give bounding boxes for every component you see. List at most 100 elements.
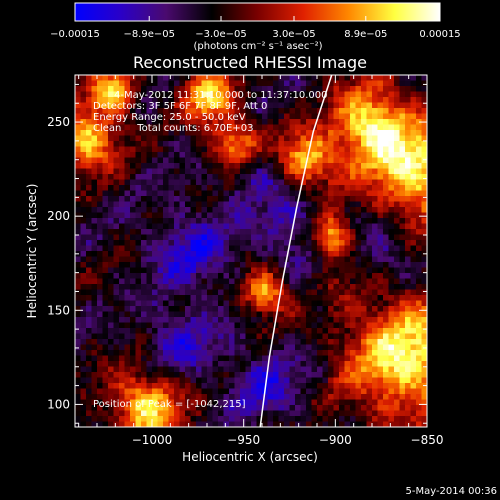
heatmap-cell xyxy=(196,278,202,285)
heatmap-cell xyxy=(108,190,114,197)
heatmap-cell xyxy=(289,394,296,400)
heatmap-cell xyxy=(278,311,285,318)
heatmap-cell xyxy=(251,328,257,334)
heatmap-cell xyxy=(141,130,147,136)
heatmap-cell xyxy=(311,273,318,279)
heatmap-cell xyxy=(102,75,109,81)
heatmap-cell xyxy=(240,251,246,257)
heatmap-cell xyxy=(207,146,213,153)
heatmap-cell xyxy=(146,278,153,285)
heatmap-cell xyxy=(344,262,351,268)
heatmap-cell xyxy=(273,328,279,334)
heatmap-cell xyxy=(80,295,87,301)
heatmap-cell xyxy=(339,119,345,125)
heatmap-cell xyxy=(388,146,395,153)
heatmap-cell xyxy=(207,174,213,180)
heatmap-cell xyxy=(256,394,263,400)
heatmap-cell xyxy=(130,146,136,153)
heatmap-cell xyxy=(300,300,307,307)
heatmap-cell xyxy=(157,146,164,153)
heatmap-cell xyxy=(97,119,103,125)
heatmap-cell xyxy=(97,124,103,131)
heatmap-cell xyxy=(102,102,109,109)
heatmap-cell xyxy=(245,355,252,362)
heatmap-cell xyxy=(267,328,274,334)
heatmap-cell xyxy=(355,399,362,406)
heatmap-cell xyxy=(86,262,92,268)
heatmap-cell xyxy=(223,157,230,164)
heatmap-cell xyxy=(410,355,417,362)
heatmap-cell xyxy=(267,86,274,92)
heatmap-cell xyxy=(377,91,384,98)
heatmap-cell xyxy=(86,80,92,87)
heatmap-cell xyxy=(135,317,142,323)
heatmap-cell xyxy=(405,86,411,92)
heatmap-cell xyxy=(344,251,351,257)
heatmap-cell xyxy=(377,146,384,153)
heatmap-cell xyxy=(130,421,136,427)
heatmap-cell xyxy=(344,190,351,197)
heatmap-cell xyxy=(201,157,208,164)
heatmap-cell xyxy=(410,328,417,334)
heatmap-cell xyxy=(333,130,340,136)
heatmap-cell xyxy=(355,135,362,142)
heatmap-cell xyxy=(284,223,290,230)
heatmap-cell xyxy=(405,317,411,323)
heatmap-cell xyxy=(234,86,241,92)
heatmap-cell xyxy=(322,256,329,263)
heatmap-cell xyxy=(251,333,257,340)
heatmap-cell xyxy=(317,245,323,252)
heatmap-cell xyxy=(146,130,153,136)
heatmap-cell xyxy=(229,399,235,406)
heatmap-cell xyxy=(388,223,395,230)
heatmap-cell xyxy=(394,300,400,307)
heatmap-cell xyxy=(328,124,334,131)
heatmap-cell xyxy=(130,102,136,109)
heatmap-cell xyxy=(223,416,230,422)
heatmap-cell xyxy=(218,229,224,235)
heatmap-cell xyxy=(284,383,290,389)
heatmap-cell xyxy=(157,223,164,230)
heatmap-cell xyxy=(295,317,301,323)
heatmap-cell xyxy=(168,416,175,422)
heatmap-cell xyxy=(212,157,219,164)
heatmap-cell xyxy=(300,333,307,340)
heatmap-cell xyxy=(377,229,384,235)
heatmap-cell xyxy=(355,185,362,191)
heatmap-cell xyxy=(383,196,389,202)
heatmap-cell xyxy=(229,102,235,109)
heatmap-cell xyxy=(333,295,340,301)
heatmap-cell xyxy=(97,163,103,169)
heatmap-cell xyxy=(223,196,230,202)
heatmap-cell xyxy=(416,278,422,285)
heatmap-cell xyxy=(256,102,263,109)
heatmap-cell xyxy=(394,328,400,334)
heatmap-cell xyxy=(229,295,235,301)
heatmap-cell xyxy=(190,152,197,158)
heatmap-cell xyxy=(234,80,241,87)
heatmap-cell xyxy=(240,295,246,301)
heatmap-cell xyxy=(75,190,81,197)
heatmap-cell xyxy=(113,399,120,406)
heatmap-cell xyxy=(372,108,378,114)
heatmap-cell xyxy=(201,97,208,103)
heatmap-cell xyxy=(350,130,356,136)
heatmap-cell xyxy=(157,256,164,263)
heatmap-cell xyxy=(91,174,98,180)
heatmap-cell xyxy=(185,256,191,263)
heatmap-cell xyxy=(289,218,296,224)
heatmap-cell xyxy=(278,300,285,307)
heatmap-cell xyxy=(306,278,312,285)
heatmap-cell xyxy=(267,102,274,109)
heatmap-cell xyxy=(350,152,356,158)
heatmap-cell xyxy=(317,273,323,279)
heatmap-cell xyxy=(113,333,120,340)
heatmap-cell xyxy=(190,416,197,422)
heatmap-cell xyxy=(80,218,87,224)
heatmap-cell xyxy=(91,146,98,153)
heatmap-cell xyxy=(333,201,340,208)
heatmap-cell xyxy=(262,267,268,274)
heatmap-cell xyxy=(135,322,142,329)
heatmap-cell xyxy=(80,361,87,367)
heatmap-cell xyxy=(179,135,186,142)
